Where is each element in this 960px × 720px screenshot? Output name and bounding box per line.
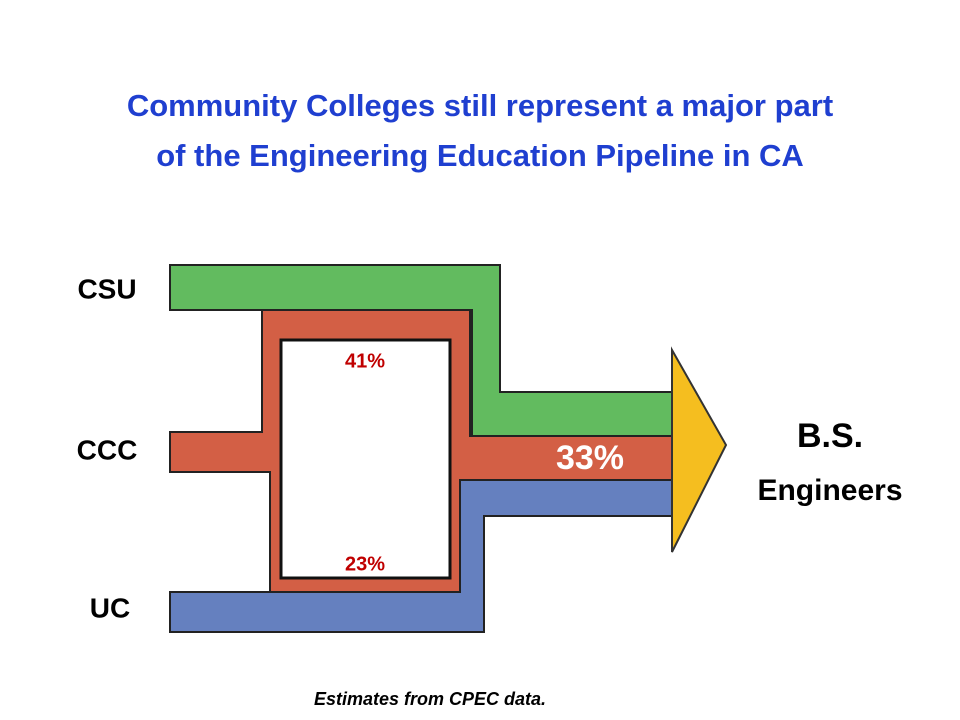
footnote: Estimates from CPEC data. [314,689,546,709]
share-label: 23% [345,553,385,575]
source-label: CSU [77,273,136,304]
title-line: of the Engineering Education Pipeline in… [156,138,804,173]
output-label: B.S. [797,417,863,455]
source-label: CCC [77,434,138,465]
source-label: UC [90,592,130,623]
output-arrow [671,346,728,553]
loop-gap [279,338,452,580]
title-line: Community Colleges still represent a maj… [127,88,833,123]
share-label: 33% [556,439,624,477]
share-label: 41% [345,350,385,372]
output-sublabel: Engineers [757,474,902,507]
